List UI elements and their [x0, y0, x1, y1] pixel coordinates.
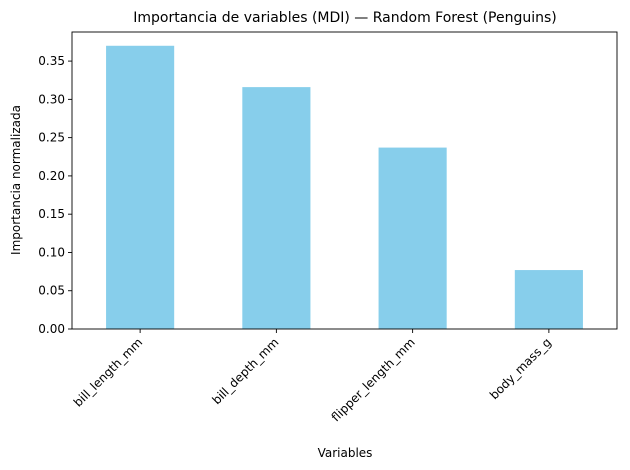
y-tick-label: 0.05 [38, 284, 65, 298]
y-tick-label: 0.20 [38, 169, 65, 183]
y-tick-label: 0.00 [38, 322, 65, 336]
x-tick-label: flipper_length_mm [329, 335, 418, 424]
y-tick-label: 0.10 [38, 245, 65, 259]
bar-flipper_length_mm [378, 147, 447, 329]
x-axis-label: Variables [318, 446, 373, 460]
x-tick-label: body_mass_g [487, 335, 554, 402]
chart-title: Importancia de variables (MDI) — Random … [133, 10, 557, 26]
x-tick-label: bill_length_mm [71, 335, 145, 409]
bar-bill_length_mm [106, 45, 175, 329]
bars-group [106, 45, 583, 329]
plot-frame [71, 31, 618, 330]
y-tick-label: 0.35 [38, 54, 65, 68]
y-axis-label: Importancia normalizada [9, 105, 23, 255]
x-axis-ticks: bill_length_mm bill_depth_mm flipper_lengt… [71, 329, 554, 424]
y-tick-label: 0.25 [38, 131, 65, 145]
y-tick-label: 0.30 [38, 92, 65, 106]
bar-body_mass_g [514, 270, 583, 329]
bar-bill_depth_mm [242, 87, 311, 329]
y-tick-label: 0.15 [38, 207, 65, 221]
x-tick-label: bill_depth_mm [209, 335, 281, 407]
y-axis-ticks: 0.00 0.05 0.10 0.15 0.20 0.25 0.30 0.35 [38, 54, 72, 336]
